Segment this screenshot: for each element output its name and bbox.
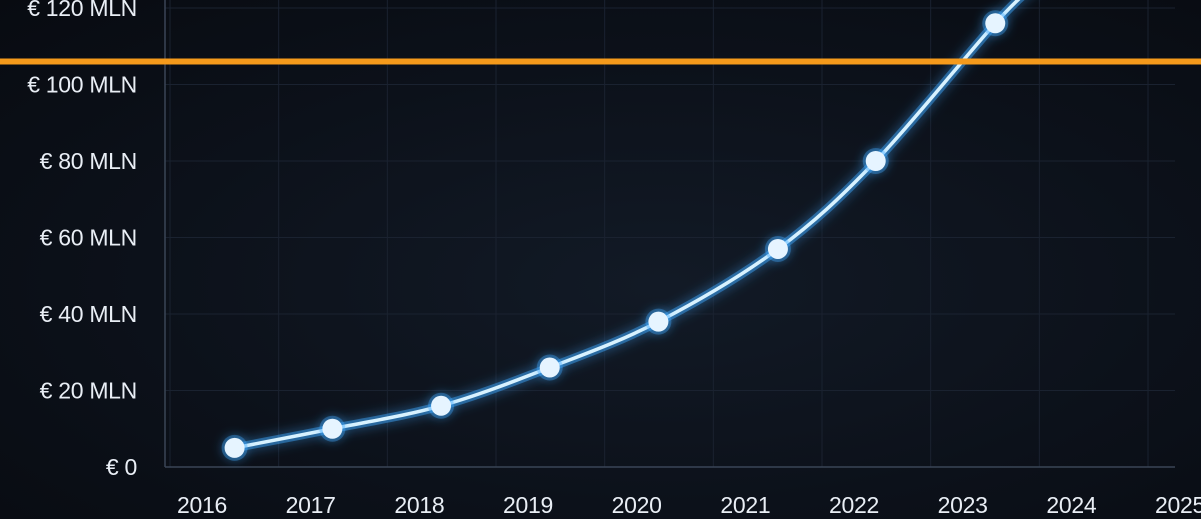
x-tick-label: 2024 xyxy=(1046,492,1096,518)
series-line-glow xyxy=(230,0,1025,453)
data-point xyxy=(431,395,452,416)
y-axis-ticks: € 0 € 20 MLN € 40 MLN € 60 MLN € 80 MLN € 100… xyxy=(27,0,137,480)
data-point xyxy=(539,357,560,378)
x-tick-label: 2023 xyxy=(938,492,988,518)
y-tick-label: € 0 xyxy=(106,454,137,480)
y-tick-label: € 120 MLN xyxy=(27,0,137,21)
data-point xyxy=(865,151,886,171)
y-tick-label: € 40 MLN xyxy=(40,301,137,327)
y-tick-label: € 100 MLN xyxy=(27,72,137,98)
gridlines xyxy=(165,0,1175,467)
x-tick-label: 2016 xyxy=(177,492,227,518)
data-point xyxy=(224,437,245,458)
x-tick-label: 2018 xyxy=(394,492,444,518)
data-points xyxy=(221,10,1009,461)
x-tick-label: 2020 xyxy=(612,492,662,518)
series-line-group xyxy=(230,0,1025,453)
x-tick-label: 2022 xyxy=(829,492,879,518)
data-point xyxy=(322,418,343,439)
data-point xyxy=(648,311,669,332)
data-point xyxy=(985,13,1006,34)
y-tick-label: € 80 MLN xyxy=(40,148,137,174)
axes xyxy=(164,0,1175,468)
data-point xyxy=(767,238,788,259)
y-tick-label: € 60 MLN xyxy=(40,225,137,251)
x-tick-label: 2017 xyxy=(286,492,336,518)
y-tick-label: € 20 MLN xyxy=(40,378,137,404)
x-tick-label: 2021 xyxy=(720,492,770,518)
x-tick-label: 2019 xyxy=(503,492,553,518)
x-tick-label: 2025 xyxy=(1155,492,1201,518)
x-axis-ticks: 2016 2017 2018 2019 2020 2021 2022 2023 2024 2025 xyxy=(177,492,1201,518)
series-line xyxy=(232,0,1021,450)
